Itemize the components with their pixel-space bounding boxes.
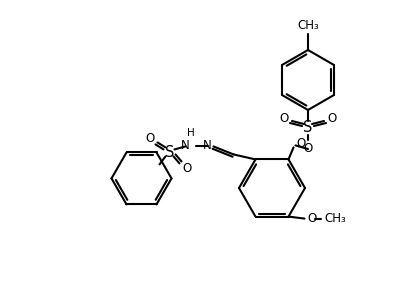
Text: S: S bbox=[165, 145, 174, 160]
Text: O: O bbox=[303, 142, 312, 155]
Text: CH₃: CH₃ bbox=[324, 212, 346, 225]
Text: S: S bbox=[303, 120, 313, 136]
Text: O: O bbox=[145, 132, 154, 145]
Text: N: N bbox=[203, 139, 211, 152]
Text: H: H bbox=[187, 128, 194, 138]
Text: O: O bbox=[297, 137, 306, 150]
Text: O: O bbox=[308, 212, 317, 225]
Text: O: O bbox=[280, 112, 289, 125]
Text: N: N bbox=[181, 139, 189, 152]
Text: O: O bbox=[183, 162, 192, 175]
Text: O: O bbox=[327, 112, 336, 125]
Text: CH₃: CH₃ bbox=[297, 19, 319, 32]
